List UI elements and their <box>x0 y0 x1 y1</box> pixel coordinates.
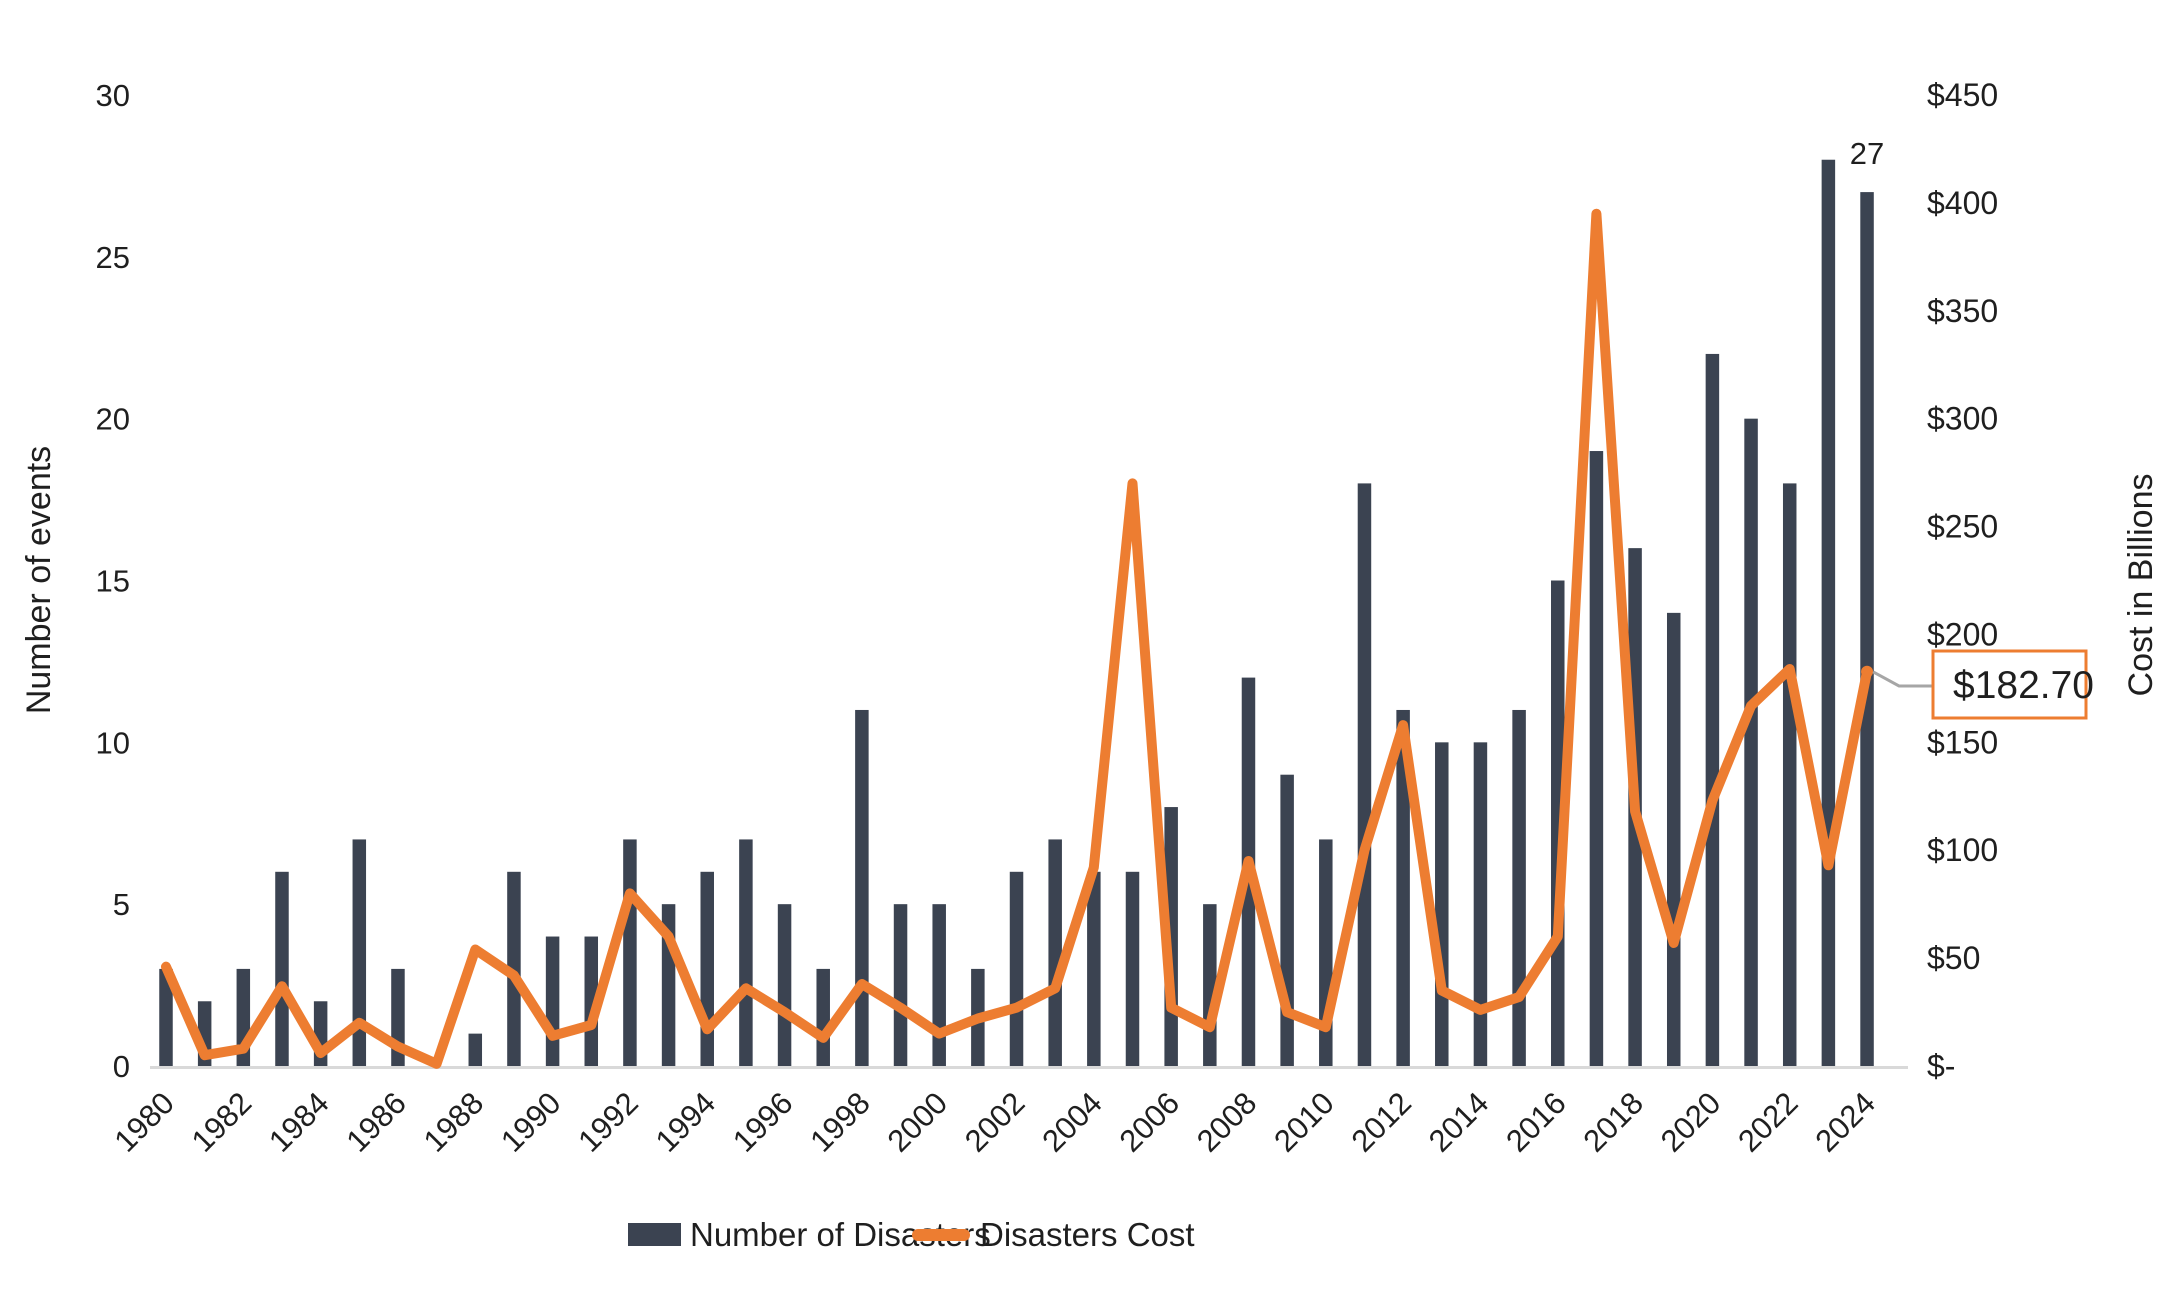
bar-2009 <box>1280 774 1294 1066</box>
bar-1988 <box>468 1033 483 1066</box>
callout-box <box>1931 649 2088 720</box>
bar-2019 <box>1666 612 1681 1066</box>
x-tick-2006: 2006 <box>1113 1085 1187 1159</box>
left-tick-15: 15 <box>96 564 130 599</box>
left-tick-30: 30 <box>96 78 130 113</box>
x-tick-2004: 2004 <box>1035 1085 1109 1159</box>
right-tick-$400: $400 <box>1927 185 1998 221</box>
x-tick-1980: 1980 <box>107 1085 181 1159</box>
x-tick-2020: 2020 <box>1654 1085 1728 1159</box>
left-tick-20: 20 <box>96 402 130 437</box>
bar-1990 <box>545 936 560 1066</box>
x-tick-2022: 2022 <box>1731 1085 1805 1159</box>
bar-2020 <box>1705 353 1720 1066</box>
bar-2023 <box>1821 159 1836 1066</box>
bar-2024 <box>1860 192 1874 1067</box>
x-tick-2012: 2012 <box>1345 1085 1419 1159</box>
last-bar-data-label: 27 <box>1850 136 1884 171</box>
bar-2021 <box>1744 418 1758 1067</box>
bar-1998 <box>855 709 869 1066</box>
bar-1994 <box>700 871 714 1066</box>
disasters-cost-line <box>161 208 1872 1069</box>
bar-2011 <box>1357 483 1372 1066</box>
callout-value-label: $182.70 <box>1953 664 2094 707</box>
bar-1983 <box>275 871 289 1066</box>
bar-1985 <box>352 839 367 1066</box>
bar-2002 <box>1009 871 1024 1066</box>
x-tick-2018: 2018 <box>1577 1085 1651 1159</box>
right-tick-$250: $250 <box>1927 509 1998 545</box>
bar-2017 <box>1589 451 1604 1066</box>
bar-1996 <box>777 904 792 1066</box>
x-tick-1994: 1994 <box>649 1085 723 1159</box>
x-tick-1992: 1992 <box>571 1085 645 1159</box>
right-tick-$50: $50 <box>1927 940 1980 976</box>
x-tick-1998: 1998 <box>803 1085 877 1159</box>
left-tick-10: 10 <box>96 725 130 760</box>
right-tick-$100: $100 <box>1927 832 1998 868</box>
bar-2004 <box>1087 871 1101 1066</box>
bar-2015 <box>1512 709 1526 1066</box>
right-tick-$150: $150 <box>1927 724 1998 760</box>
y-axis-left-tick-labels: 0 5 10 15 20 25 30 <box>96 78 130 1084</box>
x-tick-2016: 2016 <box>1499 1085 1573 1159</box>
bar-1997 <box>816 968 830 1066</box>
x-tick-2008: 2008 <box>1190 1085 1264 1159</box>
legend: Number of Disasters Disasters Cost <box>628 1216 1195 1253</box>
bar-2013 <box>1435 742 1449 1066</box>
left-tick-0: 0 <box>113 1049 130 1084</box>
bar-2022 <box>1782 483 1797 1066</box>
left-tick-25: 25 <box>96 240 130 275</box>
bar-1992 <box>623 839 637 1066</box>
cost-line-group <box>161 208 1874 1069</box>
legend-label-disasters-cost: Disasters Cost <box>980 1216 1195 1253</box>
x-axis-tick-labels: 1980 1982 1984 1986 1988 1990 1992 1994 1996 1998… <box>107 1085 1882 1159</box>
bar-2014 <box>1473 742 1488 1066</box>
right-tick-$-: $- <box>1927 1048 1955 1084</box>
bar-2000 <box>932 904 946 1066</box>
x-tick-1986: 1986 <box>339 1085 413 1159</box>
x-tick-1996: 1996 <box>726 1085 800 1159</box>
bar-1995 <box>739 839 753 1066</box>
x-tick-1984: 1984 <box>262 1085 336 1159</box>
left-tick-5: 5 <box>113 887 130 922</box>
line-endpoint-marker <box>1861 665 1874 678</box>
right-tick-$450: $450 <box>1927 77 1998 113</box>
right-tick-$350: $350 <box>1927 293 1998 329</box>
bar-2012 <box>1396 709 1410 1066</box>
x-tick-1982: 1982 <box>185 1085 259 1159</box>
bar-1989 <box>507 871 521 1066</box>
x-tick-2002: 2002 <box>958 1085 1032 1159</box>
bar-2003 <box>1048 839 1062 1066</box>
bar-1980 <box>159 968 173 1066</box>
y-axis-right-tick-labels: $- $50 $100 $150 $200 $250 $300 $350 $400 $450 <box>1927 77 1998 1084</box>
callout-connector-line <box>1872 670 1933 688</box>
x-tick-2014: 2014 <box>1422 1085 1496 1159</box>
bar-1991 <box>584 936 599 1066</box>
bar-1999 <box>893 904 908 1066</box>
right-axis-title: Cost in Billions <box>2122 474 2160 697</box>
x-tick-1990: 1990 <box>494 1085 568 1159</box>
left-axis-title: Number of events <box>20 446 58 714</box>
x-tick-2000: 2000 <box>881 1085 955 1159</box>
bars-group <box>159 159 1874 1067</box>
legend-swatch-number-of-disasters <box>628 1223 681 1246</box>
bar-2005 <box>1125 871 1140 1066</box>
x-tick-2024: 2024 <box>1808 1085 1882 1159</box>
right-tick-$200: $200 <box>1927 616 1998 652</box>
x-tick-1988: 1988 <box>417 1085 491 1159</box>
right-tick-$300: $300 <box>1927 401 1998 437</box>
x-tick-2010: 2010 <box>1267 1085 1341 1159</box>
legend-swatch-disasters-cost <box>912 1229 970 1241</box>
